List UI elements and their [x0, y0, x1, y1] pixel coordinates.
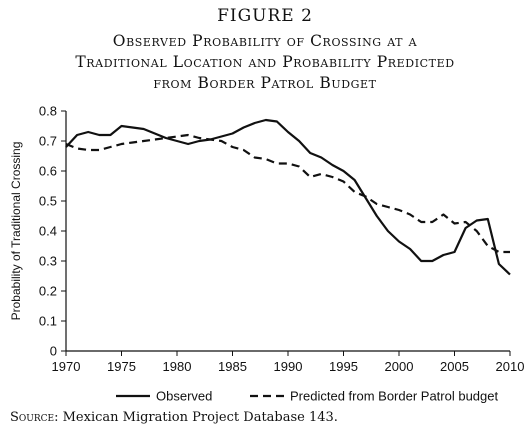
x-tick-label: 1975 [107, 359, 136, 374]
y-tick-label: 0.3 [39, 254, 57, 269]
series-predicted-line [65, 133, 510, 254]
figure-label: FIGURE 2 [217, 6, 313, 26]
y-tick-label: 0.6 [39, 164, 57, 179]
y-tick-label: 0.8 [39, 104, 57, 119]
x-tick-label: 1985 [218, 359, 247, 374]
y-axis-ticks: 0 0.1 0.2 0.3 0.4 0.5 0.6 0.7 0.8 [39, 104, 66, 359]
x-axis-ticks: 1970 1975 1980 1985 1990 1995 2000 2005 2010 [52, 351, 525, 374]
x-tick-label: 1970 [52, 359, 81, 374]
y-tick-label: 0.7 [39, 134, 57, 149]
legend: Observed Predicted from Border Patrol bud… [116, 389, 498, 404]
legend-label: Predicted from Border Patrol budget [290, 389, 498, 404]
figure-title-line-3: from Border Patrol Budget [153, 74, 377, 92]
x-tick-label: 1990 [274, 359, 303, 374]
y-tick-label: 0.2 [39, 284, 57, 299]
legend-label: Observed [156, 389, 212, 404]
figure-title-line-1: Observed Probability of Crossing at a [112, 32, 418, 50]
figure-title: Observed Probability of Crossing at a Tr… [20, 31, 510, 94]
chart-axes [65, 111, 510, 352]
source-text: Mexican Migration Project Database 143. [58, 410, 338, 425]
x-tick-label: 1980 [163, 359, 192, 374]
figure-title-line-2: Traditional Location and Probability Pre… [75, 53, 455, 71]
x-tick-label: 2005 [440, 359, 469, 374]
source-note: Source: Mexican Migration Project Databa… [10, 410, 338, 425]
x-tick-label: 1995 [329, 359, 358, 374]
x-tick-label: 2000 [385, 359, 414, 374]
y-tick-label: 0.1 [39, 314, 57, 329]
x-tick-label: 2010 [496, 359, 525, 374]
series-layer [65, 118, 511, 276]
y-axis-title: Probability of Traditional Crossing [9, 142, 23, 321]
y-tick-label: 0.4 [39, 224, 57, 239]
source-label: Source: [10, 410, 59, 425]
y-tick-label: 0 [50, 344, 57, 359]
series-observed-line [65, 118, 511, 276]
y-tick-label: 0.5 [39, 194, 57, 209]
